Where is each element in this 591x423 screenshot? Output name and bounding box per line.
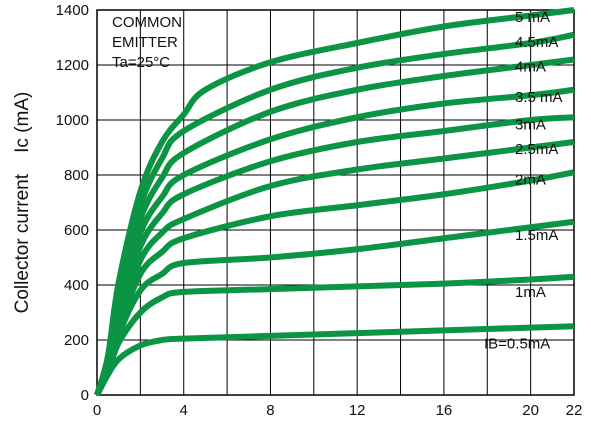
series-labels: IB=0.5mA 1mA 1.5mA 2mA 2.5mA 3mA 3.5 mA 4mA 4.5m… [484,9,563,352]
annotation-line: COMMON [112,14,182,31]
x-tick-label: 0 [93,402,101,419]
series-label: 3.5 mA [515,89,563,106]
x-tick-labels: 0 4 8 12 16 20 22 [93,402,583,419]
series-label: 2mA [515,171,546,188]
annotation-text: COMMON EMITTER Ta=25°C [112,14,182,71]
annotation-line: EMITTER [112,34,178,51]
y-tick-label: 1400 [56,2,89,19]
x-tick-label: 8 [266,402,274,419]
y-tick-label: 200 [64,332,89,349]
x-tick-label: 20 [522,402,539,419]
y-tick-label: 1200 [56,57,89,74]
series-label: IB=0.5mA [484,335,550,352]
series-label: 4mA [515,59,546,76]
plot-frame [96,9,575,396]
y-tick-label: 0 [81,387,89,404]
y-tick-labels: 0 200 400 600 800 1000 1200 1400 [56,2,89,404]
y-tick-label: 600 [64,222,89,239]
series-label: 1mA [515,284,546,301]
series-label: 3mA [515,116,546,133]
series-label: 4.5mA [515,34,558,51]
annotation-line: Ta=25°C [112,54,170,71]
y-tick-label: 800 [64,167,89,184]
series-label: 5 mA [515,9,550,26]
series-line [94,323,575,397]
series-curves [94,7,575,397]
series-line [94,7,575,396]
y-tick-label: 1000 [56,112,89,129]
x-tick-label: 16 [436,402,453,419]
x-tick-label: 4 [180,402,188,419]
x-tick-label: 22 [566,402,583,419]
y-tick-label: 400 [64,277,89,294]
y-axis-label: Collector current Ic (mA) [12,92,33,314]
axes [96,9,575,396]
series-label: 2.5mA [515,141,558,158]
series-line [94,114,575,397]
series-label: 1.5mA [515,227,558,244]
x-tick-label: 12 [349,402,366,419]
